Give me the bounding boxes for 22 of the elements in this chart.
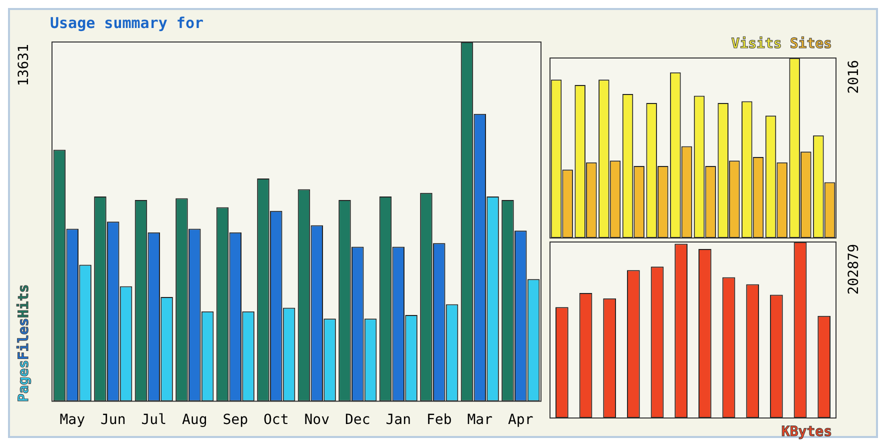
text: Files [16, 318, 32, 360]
series-label: KBytes [781, 424, 832, 440]
x-tick-label: Mar [467, 412, 493, 428]
x-tick-label: Jan [386, 412, 412, 428]
x-tick-label: Dec [344, 412, 370, 428]
x-tick-label: Jun [100, 412, 126, 428]
x-tick-label: Sep [222, 412, 248, 428]
text: Pages [16, 360, 32, 402]
text: 13631 [16, 44, 32, 86]
text: Sites [790, 36, 832, 52]
x-tick-label: Nov [304, 412, 330, 428]
chart-title: Usage summary for [50, 14, 204, 32]
x-tick-label: May [60, 412, 86, 428]
x-tick-label: Jul [141, 412, 167, 428]
text: 202879 [846, 244, 862, 295]
x-tick-label: Apr [508, 412, 534, 428]
text: Hits [16, 284, 32, 318]
x-tick-label: Oct [263, 412, 289, 428]
x-tick-label: Feb [426, 412, 452, 428]
series-label: Visits [731, 36, 782, 52]
text: 2016 [846, 60, 862, 94]
x-tick-label: Aug [182, 412, 208, 428]
